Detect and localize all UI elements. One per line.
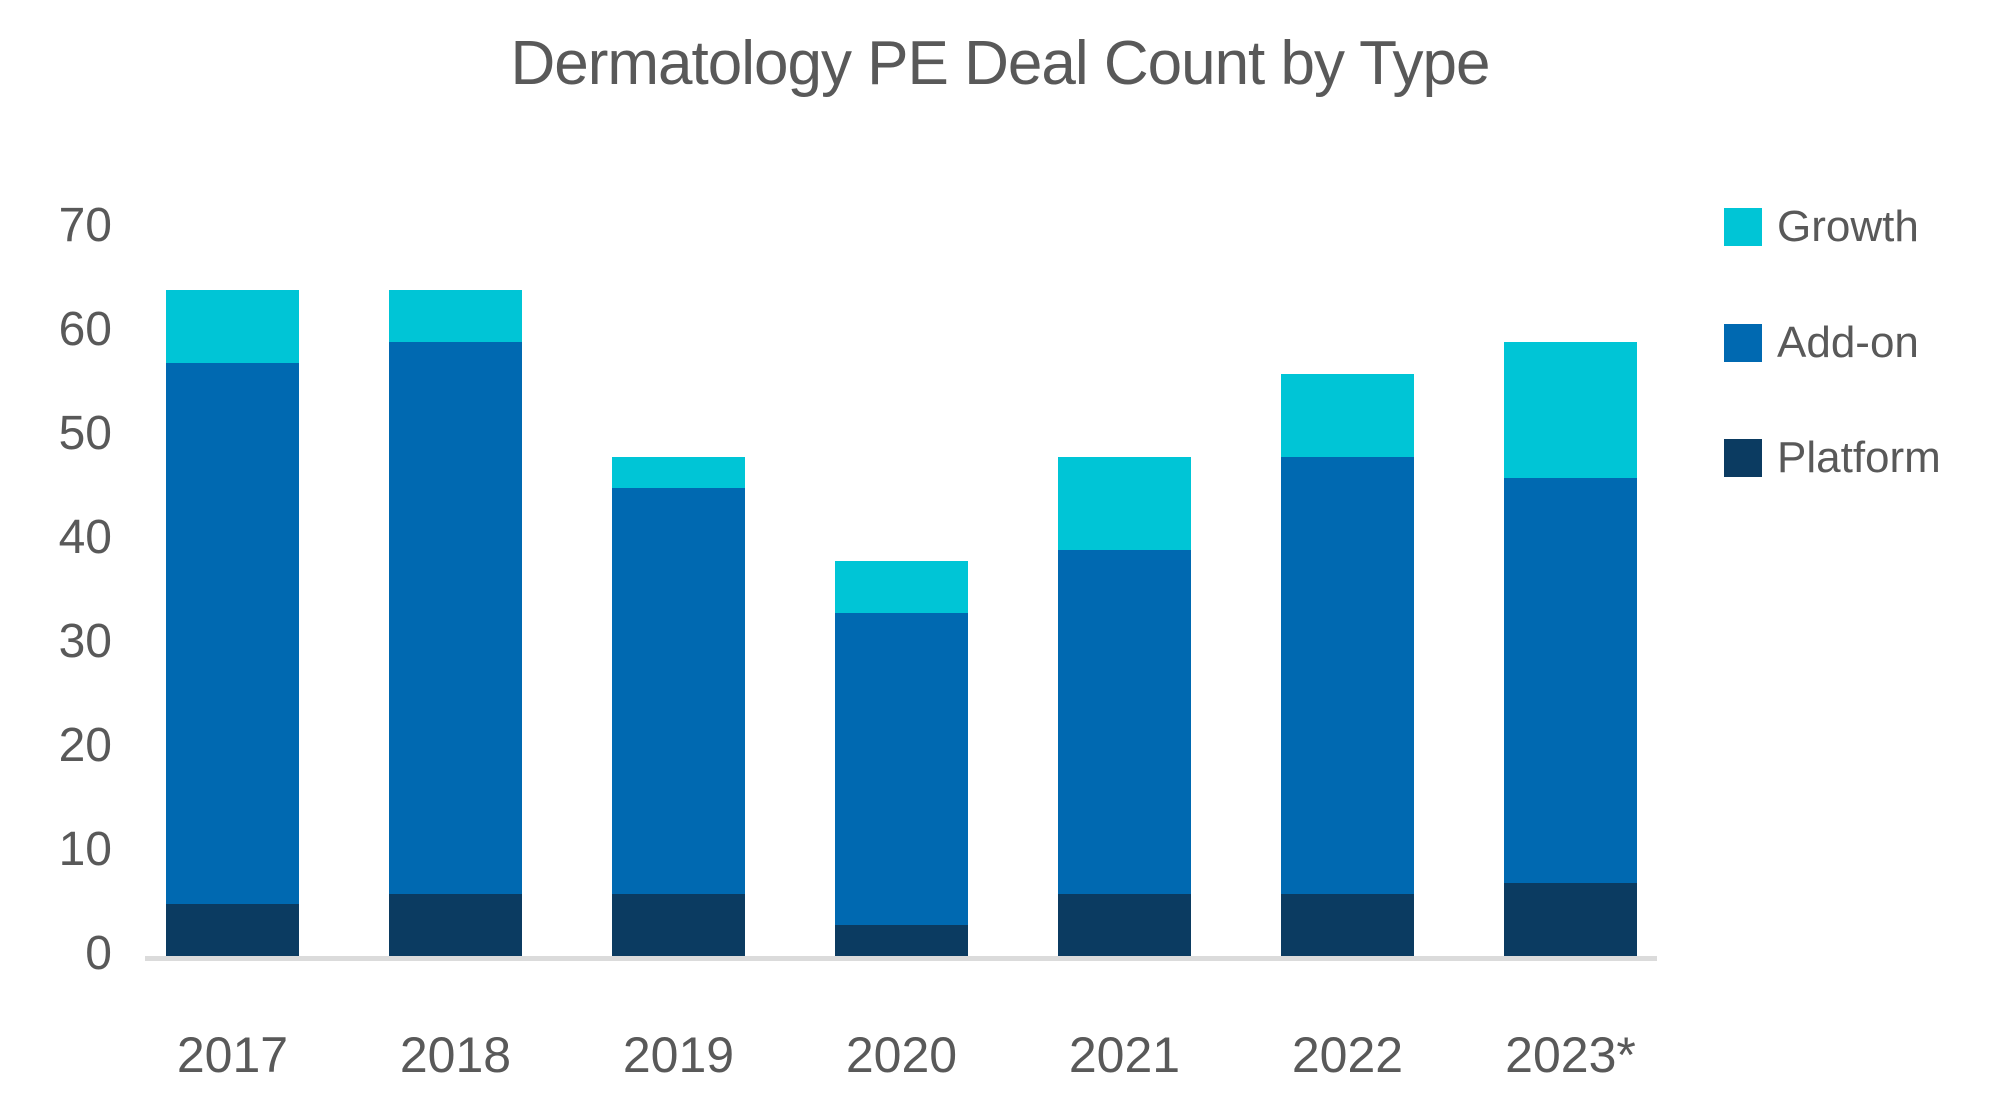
legend-swatch-platform	[1724, 439, 1762, 477]
y-tick-label-70: 70	[58, 199, 112, 252]
legend-swatch-growth	[1724, 208, 1762, 246]
legend-label-platform: Platform	[1777, 433, 1941, 482]
bar-segment-add-on-2017	[166, 363, 299, 904]
bar-segment-growth-2020	[835, 560, 968, 613]
y-tick-label-20: 20	[58, 719, 112, 772]
x-label-2020: 2020	[845, 1027, 958, 1083]
legend-item-growth: Growth	[1724, 202, 1919, 251]
y-tick-label-40: 40	[58, 511, 112, 564]
x-label-2022: 2022	[1291, 1027, 1404, 1083]
bar-segment-platform-2018	[389, 893, 522, 956]
x-axis-line	[145, 956, 1657, 961]
bar-segment-growth-2021	[1058, 456, 1191, 551]
bar-segment-growth-2019	[612, 456, 745, 488]
y-tick-label-0: 0	[85, 927, 112, 980]
bar-segment-add-on-2019	[612, 488, 745, 894]
bar-segment-growth-2017	[166, 290, 299, 364]
bar-segment-platform-2019	[612, 893, 745, 956]
x-label-2019: 2019	[622, 1027, 735, 1083]
bar-segment-platform-2017	[166, 904, 299, 956]
x-label-2023: 2023*	[1505, 1027, 1636, 1083]
bar-segment-add-on-2023	[1504, 477, 1637, 884]
bar-segment-add-on-2018	[389, 342, 522, 894]
y-tick-label-30: 30	[58, 615, 112, 668]
x-label-2017: 2017	[176, 1027, 289, 1083]
chart-title: Dermatology PE Deal Count by Type	[510, 29, 1490, 98]
y-tick-label-50: 50	[58, 407, 112, 460]
bar-segment-platform-2021	[1058, 893, 1191, 956]
legend-swatch-add-on	[1724, 323, 1762, 362]
legend-item-platform: Platform	[1724, 433, 1941, 482]
bar-segment-growth-2018	[389, 290, 522, 343]
y-tick-label-60: 60	[58, 303, 112, 356]
bar-segment-growth-2022	[1281, 373, 1414, 457]
x-label-2018: 2018	[399, 1027, 512, 1083]
legend-item-add-on: Add-on	[1724, 317, 1919, 367]
bar-segment-platform-2023	[1504, 883, 1637, 956]
bar-segment-platform-2020	[835, 924, 968, 956]
bar-segment-add-on-2022	[1281, 456, 1414, 894]
bar-segment-growth-2023	[1504, 342, 1637, 478]
bar-segment-add-on-2020	[835, 612, 968, 925]
y-tick-label-10: 10	[58, 823, 112, 876]
legend-label-add-on: Add-on	[1777, 317, 1919, 367]
bar-segment-add-on-2021	[1058, 550, 1191, 894]
bar-segment-platform-2022	[1281, 893, 1414, 956]
legend-label-growth: Growth	[1777, 202, 1919, 251]
x-label-2021: 2021	[1068, 1027, 1181, 1083]
